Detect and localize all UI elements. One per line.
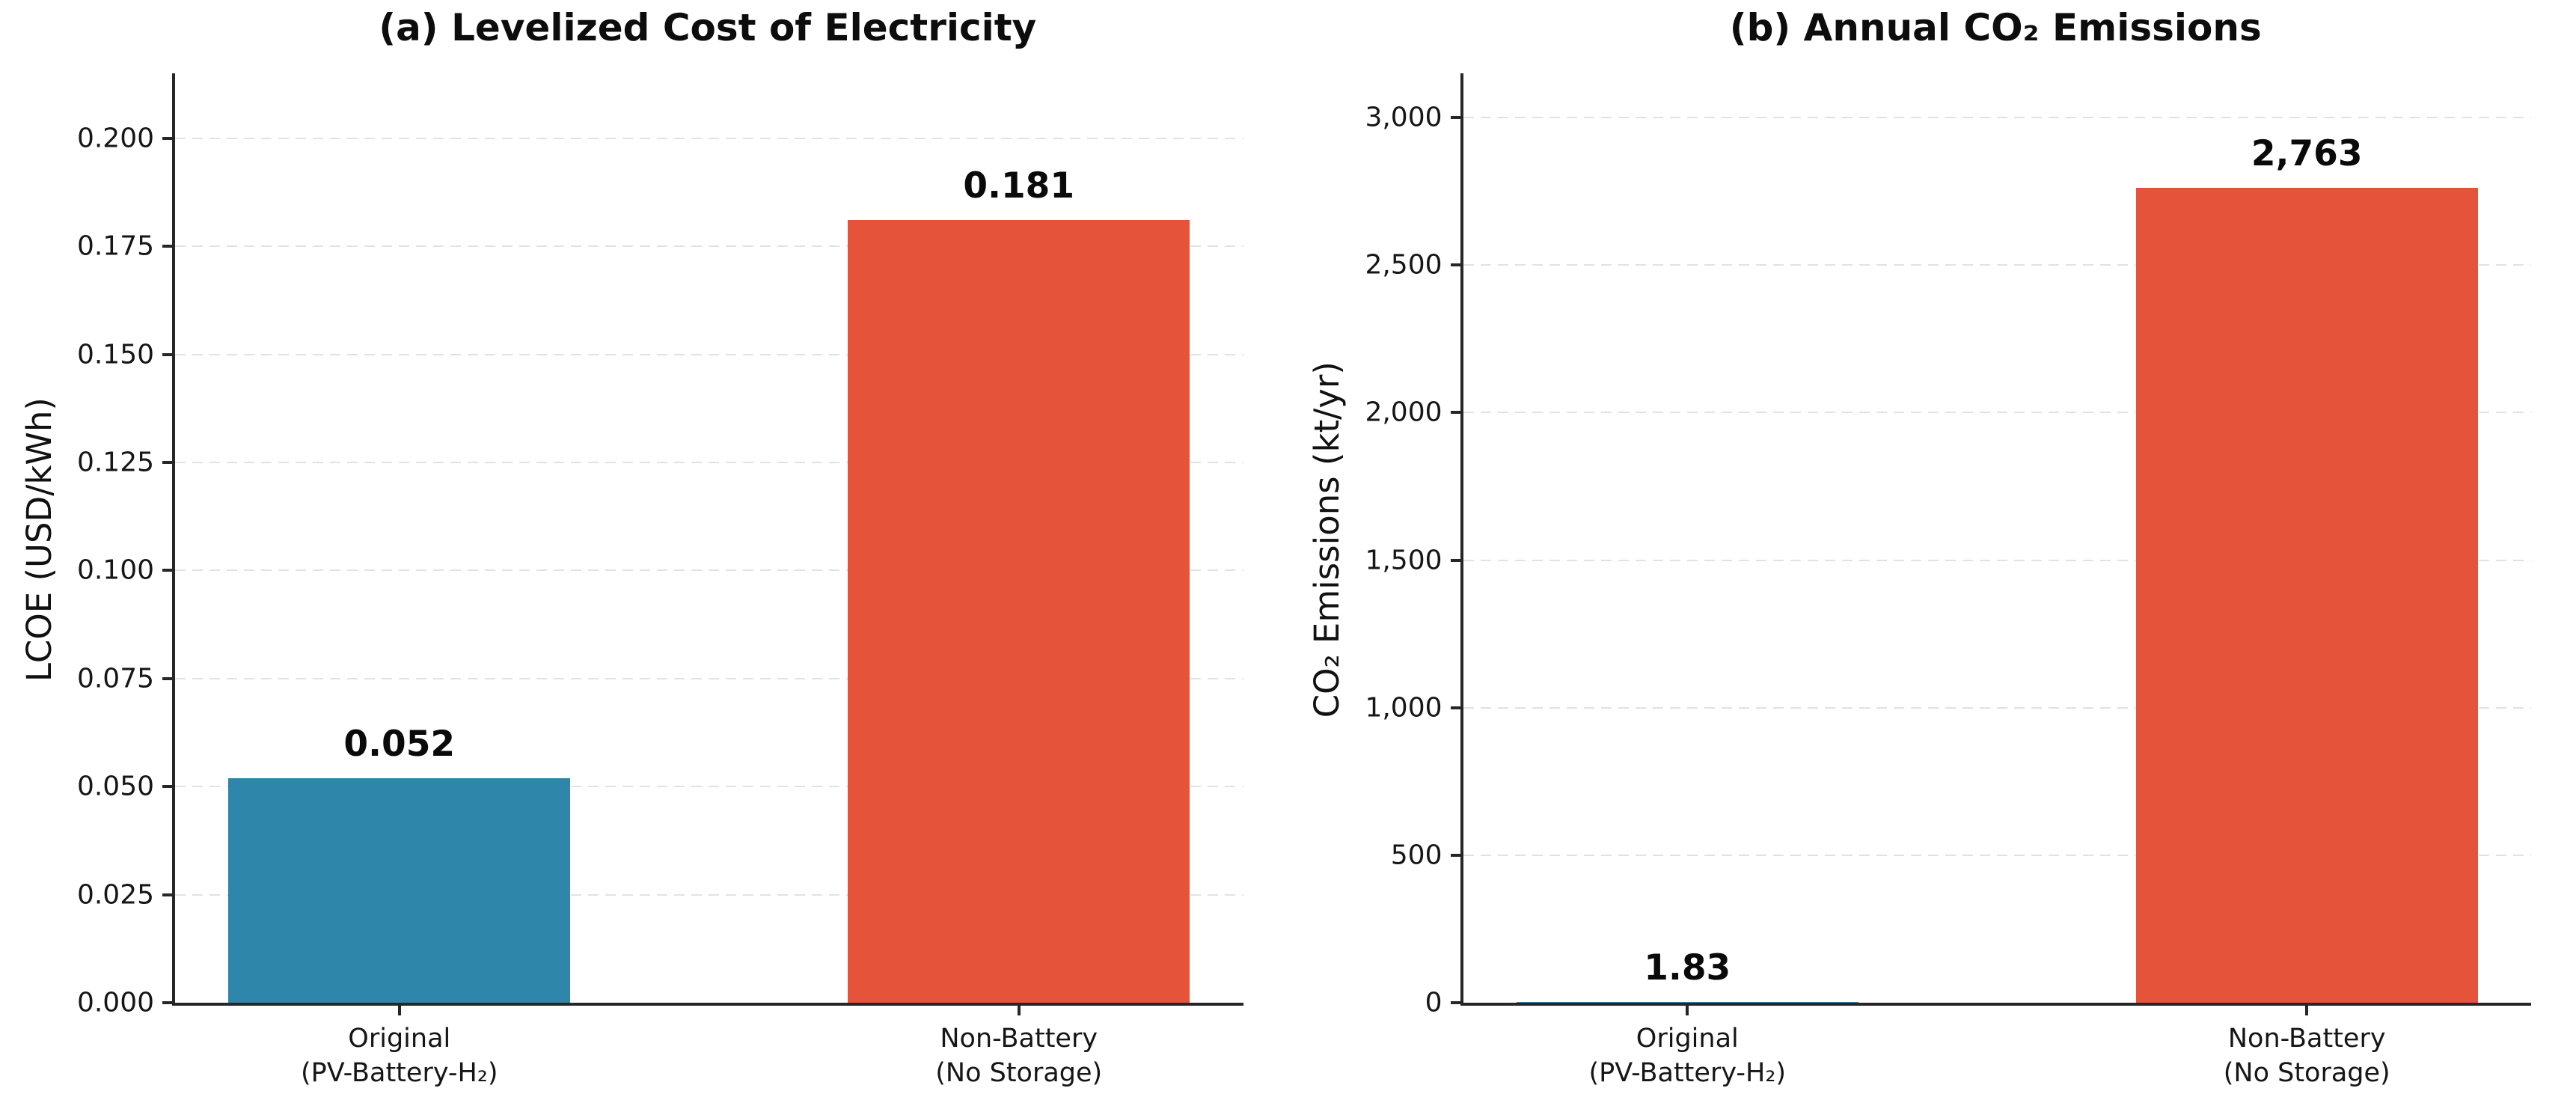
y-tick-label: 0 xyxy=(1425,987,1443,1018)
x-category-label-line: Original xyxy=(348,1024,451,1054)
y-tick-label: 0.100 xyxy=(76,554,154,586)
x-tick-mark xyxy=(1686,1006,1689,1015)
y-tick-mark xyxy=(162,136,172,140)
chart-panel-co2: (b) Annual CO₂ Emissions CO₂ Emissions (… xyxy=(1288,0,2576,1094)
bar-value-label: 2,763 xyxy=(2251,132,2363,174)
y-axis-label-co2: CO₂ Emissions (kt/yr) xyxy=(1305,73,1350,1006)
y-tick-label: 3,000 xyxy=(1365,102,1443,133)
y-axis-label-text: LCOE (USD/kWh) xyxy=(19,397,59,682)
gridline xyxy=(175,353,1243,355)
gridline xyxy=(1463,264,2531,266)
x-category-label-line: (No Storage) xyxy=(2223,1057,2390,1088)
y-tick-mark xyxy=(1450,706,1460,709)
gridline xyxy=(1463,117,2531,119)
gridline xyxy=(1463,706,2531,709)
gridline xyxy=(175,245,1243,248)
plot-area-co2: 0 500 1,000 1,500 2,000 2,500 3,000 1.83 Origina… xyxy=(1365,73,2531,1088)
plot-area-lcoe: 0.000 0.025 0.050 0.075 0.100 0.125 0.150 0.175… xyxy=(77,73,1243,1088)
y-tick-mark xyxy=(162,676,172,680)
bar-value-label: 0.181 xyxy=(963,165,1075,207)
x-category-label-line: (PV-Battery-H₂) xyxy=(1588,1057,1787,1088)
y-tick-mark xyxy=(162,569,172,572)
x-tick-mark xyxy=(1017,1006,1021,1015)
x-category-label-line: (No Storage) xyxy=(935,1057,1103,1088)
bar-value-label: 1.83 xyxy=(1644,947,1731,989)
y-axis-label-lcoe: LCOE (USD/kWh) xyxy=(16,73,61,1006)
y-tick-mark xyxy=(1450,116,1460,120)
bar xyxy=(1516,1002,1858,1003)
y-tick-label: 2,000 xyxy=(1365,397,1443,428)
y-tick-label: 1,000 xyxy=(1365,692,1443,724)
gridline xyxy=(1463,854,2531,856)
y-tick-mark xyxy=(162,460,172,464)
x-category-label: Non-Battery (No Storage) xyxy=(935,1022,1102,1090)
gridline xyxy=(175,461,1243,463)
y-tick-mark xyxy=(1450,411,1460,415)
gridline xyxy=(175,893,1243,896)
bar xyxy=(848,220,1190,1003)
x-category-label-line: Non-Battery xyxy=(2227,1024,2386,1054)
y-tick-label: 0.000 xyxy=(76,987,154,1018)
y-tick-label: 1,500 xyxy=(1365,545,1443,576)
x-tick-mark xyxy=(397,1006,401,1015)
gridline xyxy=(1463,412,2531,414)
y-tick-mark xyxy=(162,893,172,896)
y-tick-mark xyxy=(1450,853,1460,857)
y-tick-label: 500 xyxy=(1390,840,1443,871)
gridline xyxy=(1463,559,2531,561)
y-tick-mark xyxy=(1450,263,1460,267)
y-tick-mark xyxy=(162,352,172,356)
x-tick-mark xyxy=(2305,1006,2309,1015)
bar-value-label: 0.052 xyxy=(343,723,456,765)
y-tick-label: 0.175 xyxy=(76,230,154,262)
chart-title-co2: (b) Annual CO₂ Emissions xyxy=(1729,6,2262,49)
x-category-label-line: (PV-Battery-H₂) xyxy=(300,1057,498,1088)
y-tick-label: 0.200 xyxy=(76,123,154,154)
y-tick-label: 0.025 xyxy=(76,879,154,911)
y-tick-label: 0.125 xyxy=(76,447,154,478)
y-tick-label: 0.075 xyxy=(76,663,154,694)
x-category-label: Original (PV-Battery-H₂) xyxy=(1588,1022,1786,1090)
y-tick-label: 0.050 xyxy=(76,771,154,802)
x-category-label-line: Original xyxy=(1636,1024,1739,1054)
y-tick-mark xyxy=(162,1001,172,1004)
gridline xyxy=(175,137,1243,139)
gridline xyxy=(175,677,1243,679)
y-tick-mark xyxy=(1450,1001,1460,1004)
x-category-label: Non-Battery (No Storage) xyxy=(2224,1022,2390,1090)
y-tick-mark xyxy=(1450,558,1460,562)
x-category-label-line: Non-Battery xyxy=(940,1024,1098,1054)
chart-panel-lcoe: (a) Levelized Cost of Electricity LCOE (… xyxy=(16,6,1243,1088)
x-category-label: Original (PV-Battery-H₂) xyxy=(301,1022,498,1090)
y-tick-mark xyxy=(162,785,172,789)
y-tick-mark xyxy=(162,245,172,248)
gridline xyxy=(175,786,1243,788)
chart-title-lcoe: (a) Levelized Cost of Electricity xyxy=(379,6,1037,49)
y-tick-label: 2,500 xyxy=(1365,249,1443,281)
y-axis-label-text: CO₂ Emissions (kt/yr) xyxy=(1307,361,1347,718)
bar xyxy=(228,777,571,1003)
y-tick-label: 0.150 xyxy=(76,339,154,370)
bar xyxy=(2135,187,2478,1003)
gridline xyxy=(175,569,1243,572)
